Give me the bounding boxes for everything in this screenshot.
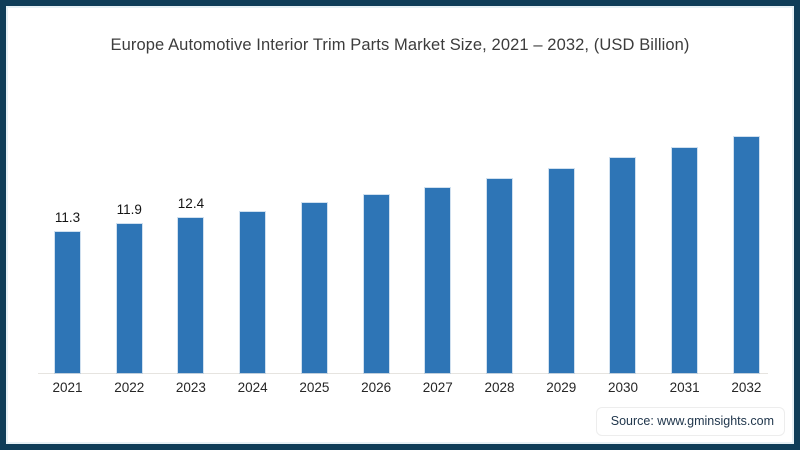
bar-value-label-2022: 11.9 [116, 202, 142, 217]
bar-2032 [733, 137, 759, 373]
bar-2029 [548, 169, 574, 373]
bar-2026 [363, 195, 389, 373]
x-axis-tick-label-2024: 2024 [237, 380, 268, 395]
bar-value-label-2023: 12.4 [177, 196, 205, 211]
bar-2021 [55, 232, 80, 373]
bar-2030 [610, 158, 636, 373]
x-axis-tick-label-2021: 2021 [52, 380, 83, 395]
x-axis-tick-label-2025: 2025 [299, 380, 330, 395]
x-axis-tick-label-2029: 2029 [546, 380, 577, 395]
x-axis-tick-label-2030: 2030 [607, 380, 638, 395]
bar-2023 [178, 218, 204, 373]
x-axis-tick-label-2027: 2027 [422, 380, 453, 395]
bar-2024 [240, 212, 266, 373]
x-axis-tick-label-2031: 2031 [669, 380, 700, 395]
bar-value-label-2021: 11.3 [54, 210, 81, 225]
plot-area: 2021 11.3 2022 11.9 2023 12.4 2024 2025 2026 2027… [6, 6, 794, 444]
x-axis-tick-label-2023: 2023 [175, 380, 206, 395]
x-axis-tick-label-2022: 2022 [114, 380, 145, 395]
bar-2025 [301, 203, 327, 373]
chart-title: Europe Automotive Interior Trim Parts Ma… [110, 36, 690, 54]
x-axis-line [38, 373, 768, 374]
bar-2027 [425, 188, 451, 373]
x-axis-tick-label-2028: 2028 [484, 380, 515, 395]
x-axis-tick-label-2032: 2032 [731, 380, 762, 395]
source-attribution: Source: www.gminsights.com [610, 414, 774, 428]
bar-2028 [487, 179, 513, 373]
source-box: Source: www.gminsights.com [595, 407, 785, 436]
x-axis-tick-label-2026: 2026 [361, 380, 392, 395]
bar-2022 [116, 224, 142, 373]
bar-2031 [672, 148, 698, 373]
